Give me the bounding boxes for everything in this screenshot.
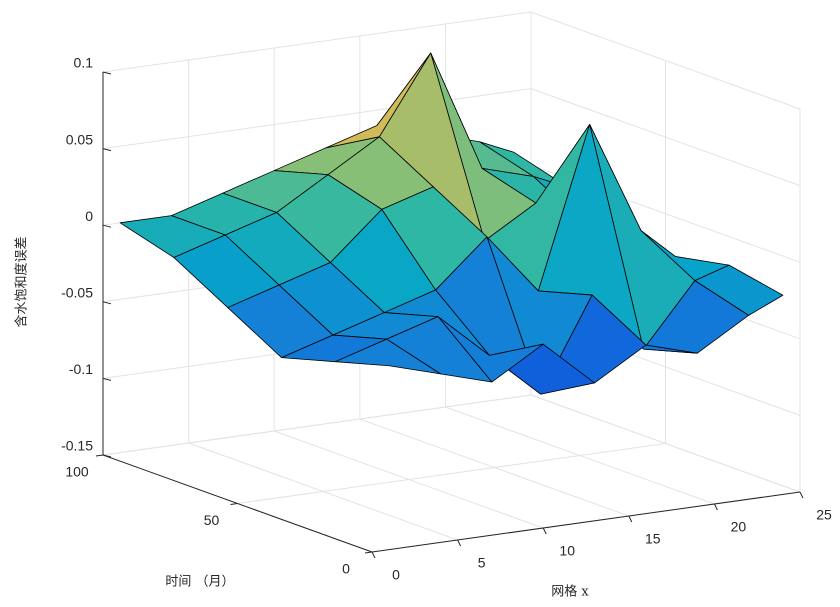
surface-patch (334, 338, 441, 375)
y-axis-label: 时间 （月） (165, 575, 234, 590)
z-tick-label: -0.15 (61, 438, 93, 454)
x-tick-label: 5 (478, 555, 486, 571)
tick-mark (713, 503, 718, 511)
x-tick-label: 20 (731, 519, 747, 535)
tick-mark (371, 551, 376, 559)
x-tick-label: 15 (645, 531, 661, 547)
tick-mark (102, 71, 112, 75)
z-tick-label: 0.05 (66, 131, 93, 147)
tick-mark (102, 301, 112, 305)
tick-mark (799, 491, 804, 499)
y-tick-label: 0 (342, 561, 350, 577)
z-tick-label: -0.05 (61, 285, 93, 301)
tick-mark (102, 148, 112, 152)
z-axis-label: 含水饱和度误差 (14, 236, 30, 327)
grid-line (102, 394, 532, 456)
z-tick-label: -0.1 (69, 361, 93, 377)
z-tick-label: 0 (85, 208, 93, 224)
y-tick-label: 50 (204, 512, 220, 528)
x-axis-label: 网格 x (551, 584, 589, 600)
y-tick-label: 100 (65, 464, 89, 480)
x-tick-label: 25 (816, 507, 832, 523)
grid-line (102, 88, 532, 150)
z-tick-label: 0.1 (74, 55, 94, 71)
x-tick-label: 0 (392, 567, 400, 583)
tick-mark (542, 527, 547, 535)
tick-mark (102, 377, 112, 381)
x-tick-label: 10 (559, 543, 575, 559)
tick-mark (102, 454, 112, 458)
tick-mark (364, 551, 373, 554)
tick-mark (102, 224, 112, 228)
tick-mark (628, 515, 633, 523)
tick-mark (230, 503, 238, 505)
tick-mark (457, 539, 462, 547)
tick-mark (95, 454, 104, 457)
grid-line (102, 11, 532, 73)
axis-line (371, 491, 801, 553)
grid-line (237, 443, 666, 504)
